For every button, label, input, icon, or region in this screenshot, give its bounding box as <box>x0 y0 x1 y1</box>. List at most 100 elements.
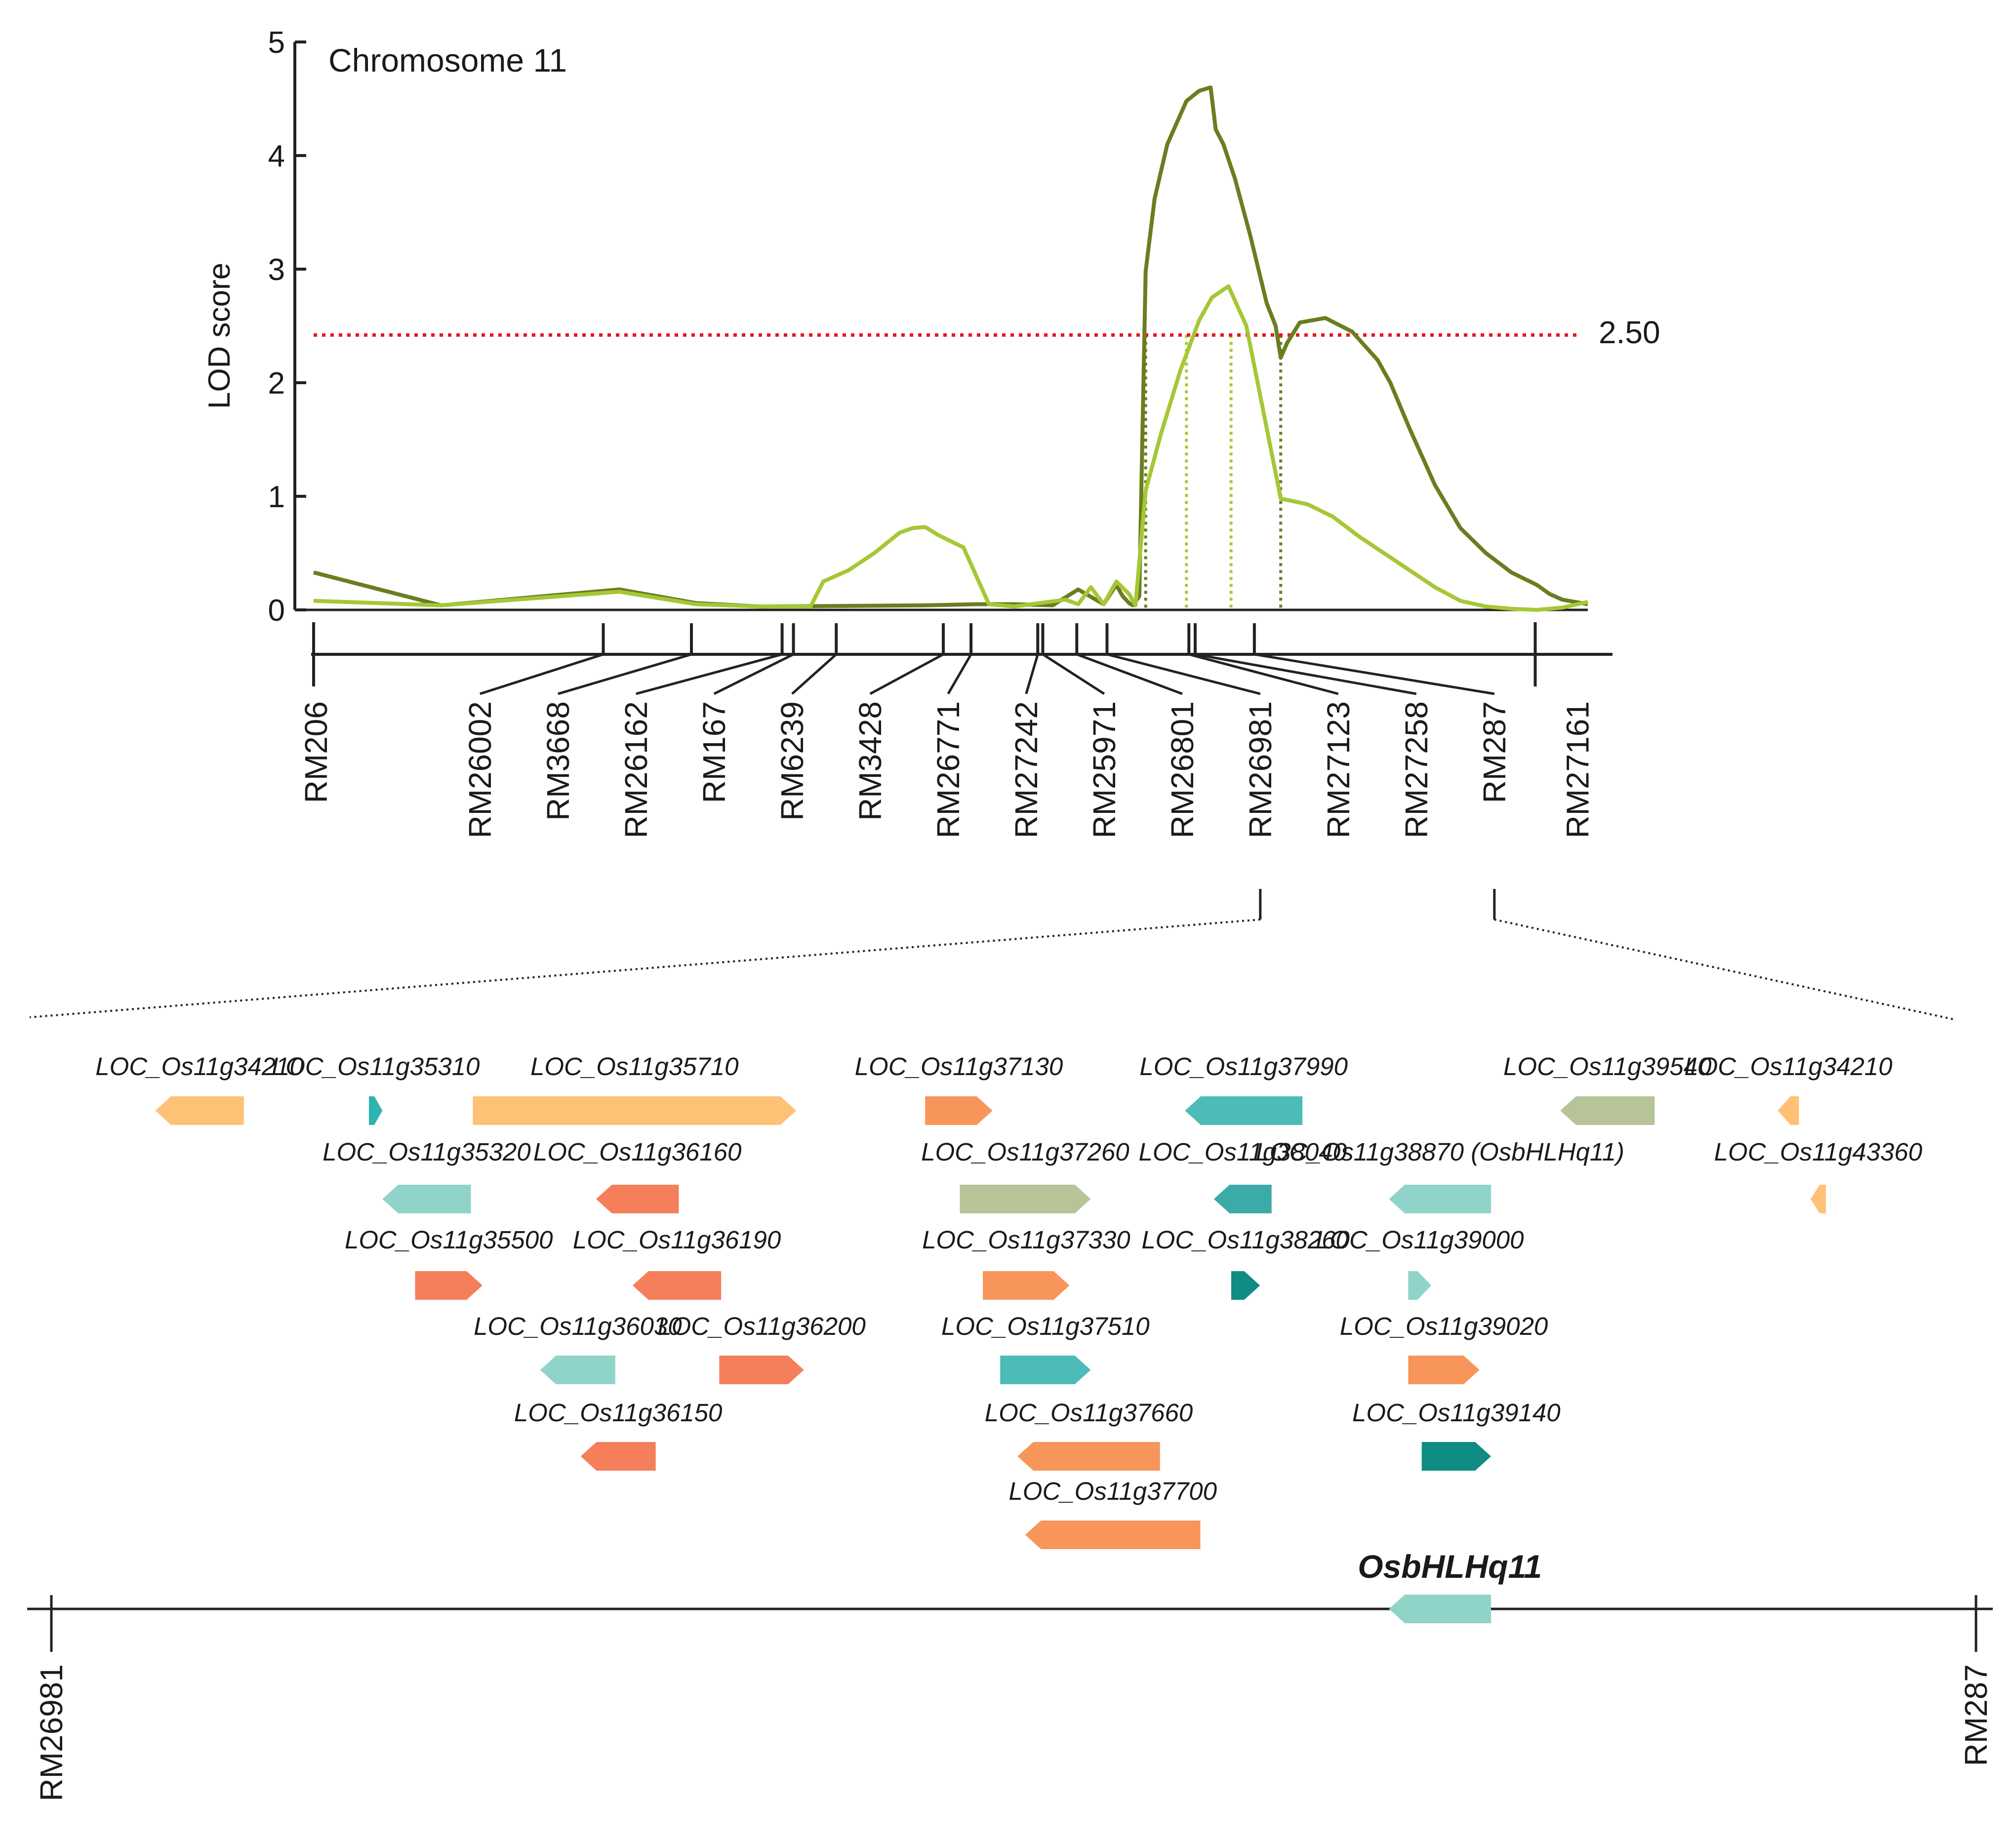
gene-arrow <box>382 1185 471 1213</box>
highlight-gene-arrow <box>1389 1595 1491 1623</box>
gene-label: LOC_Os11g37260 <box>921 1138 1129 1166</box>
zoom-dotted-line <box>1494 919 1956 1021</box>
gene-arrow <box>540 1356 615 1384</box>
marker-leader <box>1106 653 1261 695</box>
marker-map: RM206 RM26002 RM3668 RM26162 RM167 RM6239 RM34… <box>298 622 1613 839</box>
gene-arrow <box>1185 1096 1303 1125</box>
marker-label: RM287 <box>1477 701 1512 803</box>
marker-label: RM27123 <box>1321 701 1356 839</box>
marker-leader <box>636 653 783 695</box>
chart-title: Chromosome 11 <box>328 42 567 79</box>
marker-label: RM3428 <box>852 701 888 821</box>
gene-arrow <box>155 1096 244 1125</box>
gene-label: LOC_Os11g35500 <box>345 1226 553 1254</box>
highlight-gene-label: OsbHLHq11 <box>1358 1548 1542 1585</box>
y-tick-label: 5 <box>268 26 285 60</box>
gene-arrow <box>1017 1442 1160 1471</box>
gene-label: LOC_Os11g39000 <box>1316 1226 1524 1254</box>
marker-label: RM3668 <box>540 701 576 821</box>
marker-label: RM26981 <box>1243 701 1278 839</box>
zoom-dotted-line <box>29 919 1260 1018</box>
gene-label: LOC_Os11g39140 <box>1352 1399 1561 1427</box>
marker-leader <box>1025 654 1039 694</box>
gene-label: LOC_Os11g37990 <box>1139 1052 1348 1081</box>
y-tick-label: 0 <box>268 594 285 628</box>
marker-leader <box>1254 653 1495 695</box>
series-line <box>313 284 1588 612</box>
gene-arrow <box>983 1271 1070 1300</box>
marker-label: RM26771 <box>930 701 966 839</box>
gene-label: LOC_Os11g37510 <box>941 1312 1150 1340</box>
marker-label: RM167 <box>696 701 732 803</box>
gene-arrow <box>1408 1356 1480 1384</box>
gene-arrow <box>925 1096 993 1125</box>
gene-label: LOC_Os11g37130 <box>855 1052 1063 1081</box>
marker-label: RM6239 <box>774 701 810 821</box>
gene-arrow <box>1000 1356 1091 1384</box>
gene-arrow <box>960 1185 1091 1213</box>
gene-label: LOC_Os11g35710 <box>530 1052 739 1081</box>
gene-label: LOC_Os11g37330 <box>922 1226 1130 1254</box>
marker-leader <box>869 653 944 695</box>
gene-arrow <box>1560 1096 1655 1125</box>
marker-label: RM26002 <box>462 701 498 839</box>
marker-label: RM26801 <box>1165 701 1200 839</box>
gene-arrow <box>473 1096 797 1125</box>
marker-label: RM27161 <box>1560 701 1595 839</box>
gene-label: LOC_Os11g36190 <box>573 1226 781 1254</box>
y-axis-title: LOD score <box>202 263 237 409</box>
gene-arrow <box>1025 1521 1201 1549</box>
gene-label: LOC_Os11g38870 (OsbHLHq11) <box>1255 1138 1624 1166</box>
gene-arrow <box>369 1096 383 1125</box>
marker-leader <box>1042 653 1105 695</box>
gene-label: LOC_Os11g35310 <box>272 1052 480 1081</box>
gene-arrow <box>415 1271 483 1300</box>
zoom-connector <box>29 889 1956 1021</box>
y-tick-label: 3 <box>268 253 285 287</box>
marker-label: RM25971 <box>1087 701 1122 839</box>
gene-arrow <box>1421 1442 1491 1471</box>
gene-arrow <box>580 1442 656 1471</box>
gene-label: LOC_Os11g39020 <box>1340 1312 1548 1340</box>
marker-label: RM26162 <box>618 701 654 839</box>
gene-label: LOC_Os11g36030 <box>474 1312 682 1340</box>
y-tick-label: 1 <box>268 480 285 514</box>
marker-leader <box>947 653 972 695</box>
gene-arrow <box>632 1271 722 1300</box>
gene-arrow <box>1777 1096 1799 1125</box>
gene-label: LOC_Os11g35320 <box>323 1138 531 1166</box>
threshold-label: 2.50 <box>1599 315 1660 350</box>
y-tick-label: 2 <box>268 366 285 401</box>
marker-leader <box>1188 653 1339 695</box>
series-line <box>313 85 1588 609</box>
y-axis: 0 1 2 3 4 5 <box>268 26 1588 628</box>
gene-arrow <box>1408 1271 1432 1300</box>
region-left-marker-label: RM26981 <box>34 1664 69 1802</box>
marker-label: RM206 <box>298 701 334 803</box>
gene-arrow <box>1213 1185 1272 1213</box>
marker-leader <box>1076 653 1183 695</box>
support-interval-lines <box>1144 335 1283 608</box>
gene-arrow <box>596 1185 679 1213</box>
gene-arrow <box>719 1356 804 1384</box>
marker-leader <box>713 653 794 695</box>
gene-arrow <box>1810 1185 1826 1213</box>
marker-label: RM27242 <box>1008 701 1044 839</box>
gene-arrow <box>1389 1185 1491 1213</box>
marker-leader <box>1195 653 1417 695</box>
gene-arrow <box>1231 1271 1260 1300</box>
gene-label: LOC_Os11g43360 <box>1714 1138 1923 1166</box>
y-tick-label: 4 <box>268 139 285 173</box>
gene-label: LOC_Os11g38260 <box>1141 1226 1350 1254</box>
marker-leader <box>480 653 604 695</box>
gene-label: LOC_Os11g37660 <box>985 1399 1193 1427</box>
gene-label: LOC_Os11g37700 <box>1008 1477 1217 1505</box>
lod-series-layer <box>313 85 1588 612</box>
gene-label: LOC_Os11g36200 <box>657 1312 866 1340</box>
gene-label: LOC_Os11g38040 <box>1138 1138 1347 1166</box>
gene-label: LOC_Os11g36160 <box>533 1138 742 1166</box>
gene-label: LOC_Os11g36150 <box>514 1399 723 1427</box>
marker-leader <box>791 653 837 695</box>
